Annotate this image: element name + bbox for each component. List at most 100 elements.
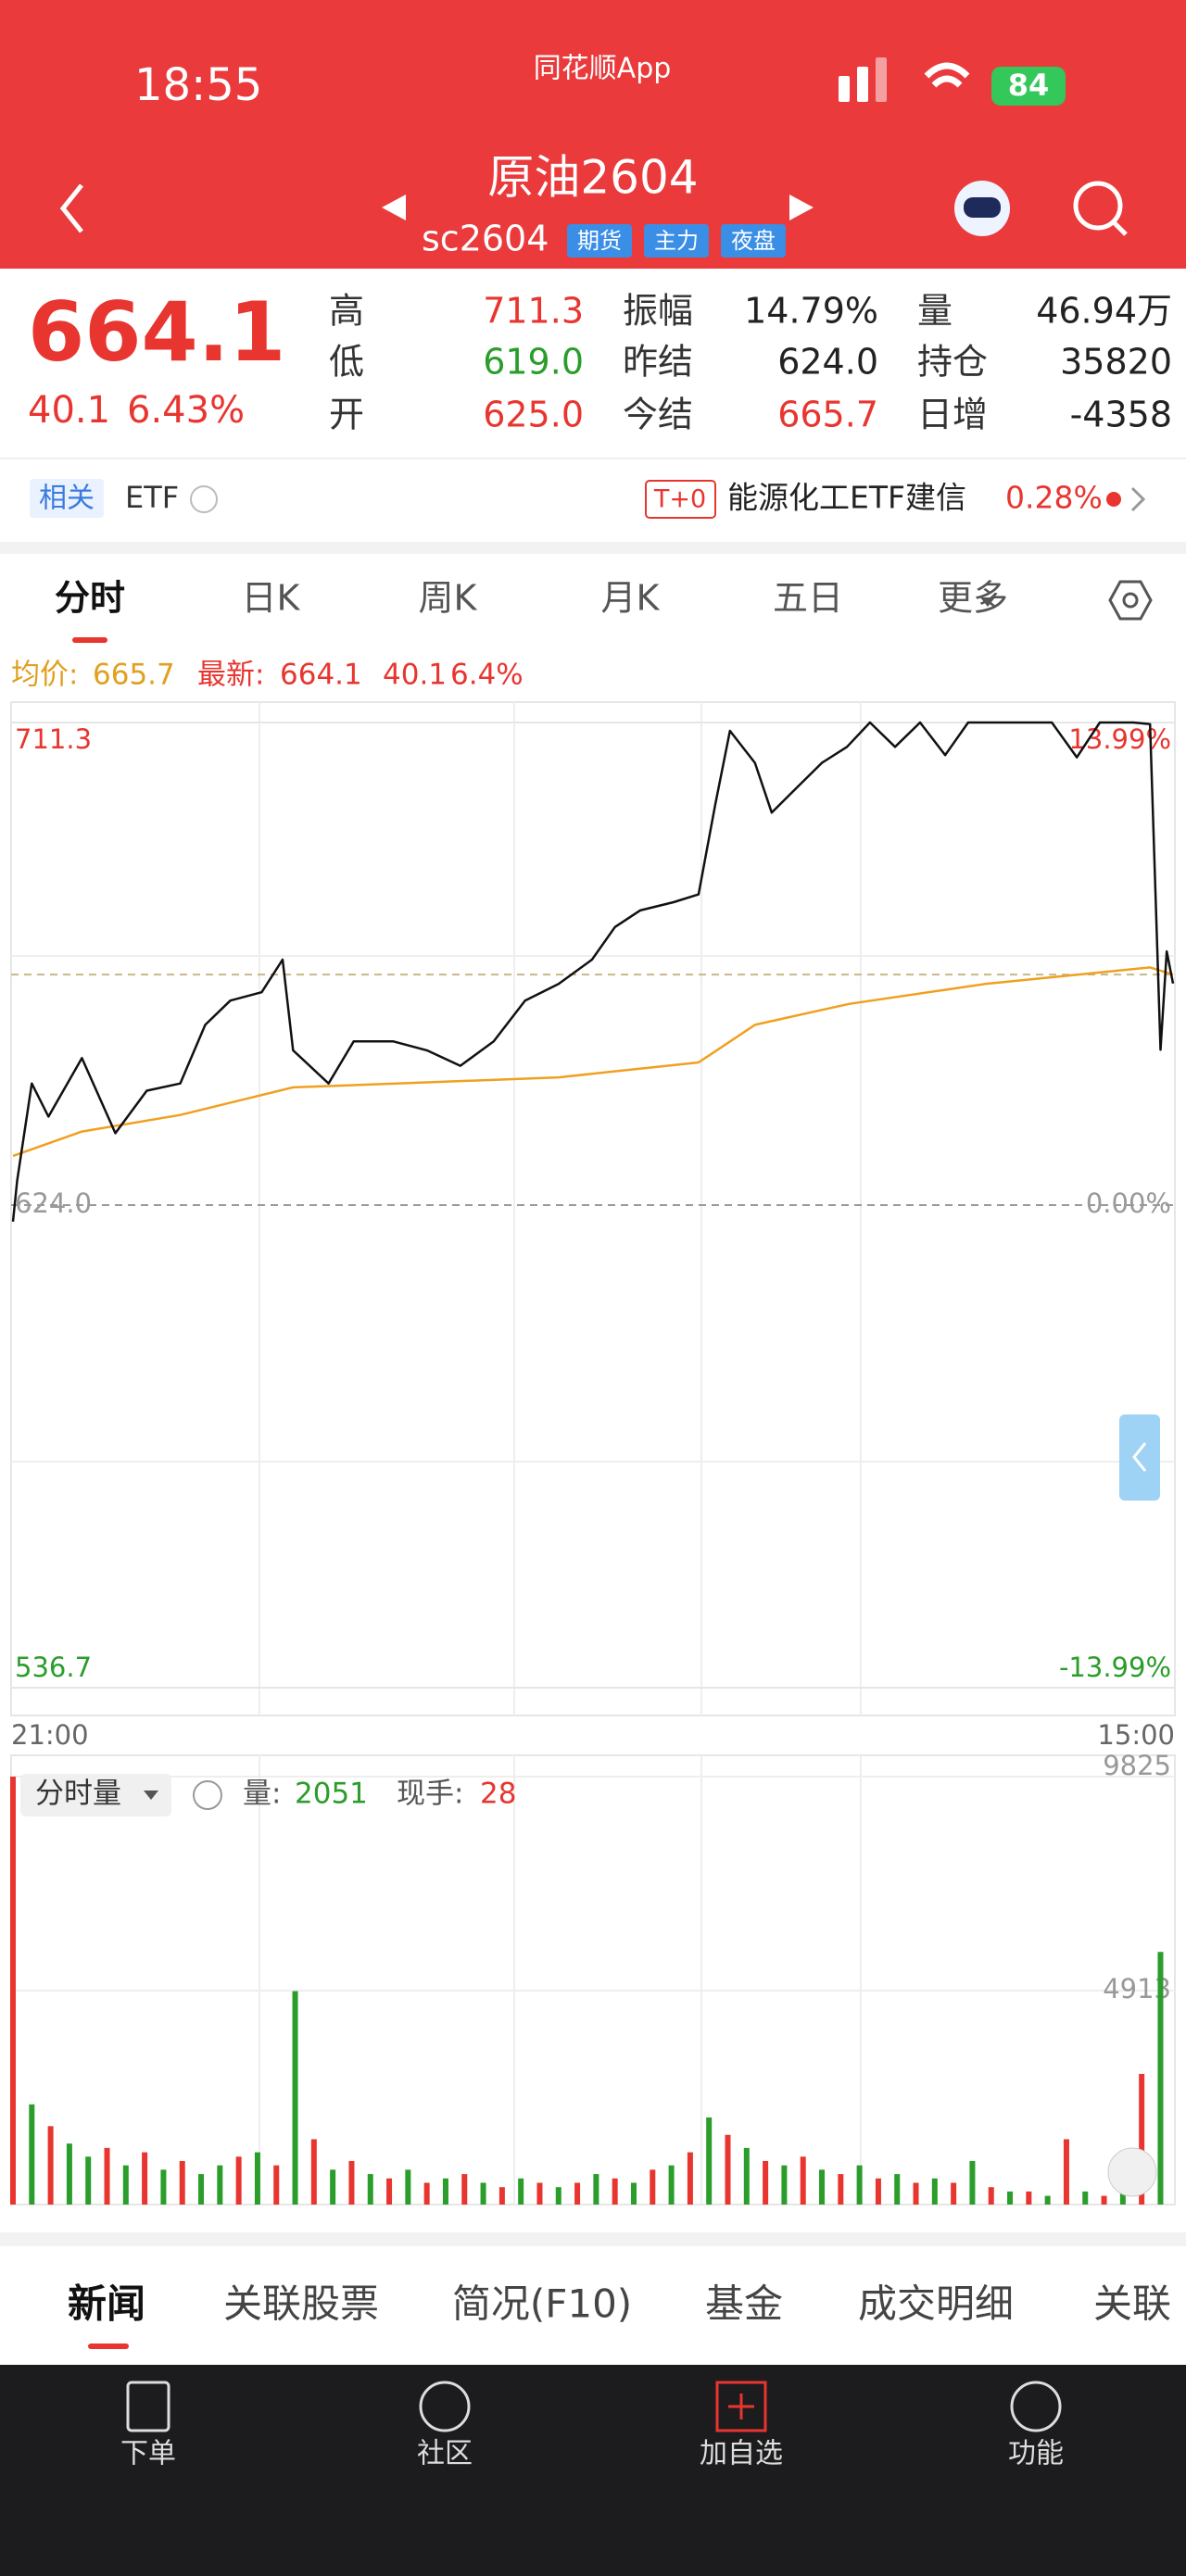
chart-tab[interactable]: 更多 [938, 578, 1008, 619]
volume-label: 量: [243, 1778, 281, 1811]
info-tab[interactable]: 关联股票 [223, 2281, 379, 2327]
info-tabs: 新闻 关联股票 简况(F10) 基金 成交明细 关联 [68, 2281, 1171, 2327]
status-app[interactable]: 同花顺App [534, 53, 672, 85]
field-value: 665.7 [777, 395, 878, 435]
volume-bar [330, 2169, 336, 2205]
volume-bar [856, 2165, 863, 2205]
selector-bg[interactable] [20, 1774, 171, 1816]
volume-bar [179, 2160, 185, 2205]
chart-tab[interactable]: 分时 [55, 578, 125, 619]
last-label: 最新: [197, 659, 264, 692]
y2-tick-label: 0.00% [1086, 1187, 1171, 1219]
avg-label: 均价: [11, 659, 78, 692]
volume-bar [1007, 2191, 1014, 2205]
last-change-pct: 6.4% [450, 659, 524, 692]
badge-bg [721, 224, 786, 258]
volume-bar [555, 2187, 561, 2205]
nav-label[interactable]: 社区 [417, 2438, 473, 2470]
volume-bar [800, 2156, 806, 2205]
settings-button[interactable] [1108, 580, 1153, 621]
chart-tab[interactable]: 月K [601, 578, 661, 619]
nav-icon [126, 2381, 170, 2432]
volume-bar [969, 2160, 976, 2205]
last-price: 664.1 [28, 284, 285, 380]
volume-bar [10, 1777, 16, 2205]
nav-plus [728, 2394, 754, 2419]
field-value: -4358 [1070, 395, 1172, 435]
selector-arrow [144, 1791, 158, 1800]
live-dot [1106, 492, 1121, 507]
layout-grid [11, 702, 1175, 2205]
volume-bar [1082, 2191, 1089, 2205]
volume-selector[interactable]: 分时量 [35, 1778, 121, 1811]
volume-bar [612, 2178, 618, 2205]
volume-bar [85, 2156, 92, 2205]
field-value: 625.0 [483, 395, 584, 435]
etf-label[interactable]: ETF [125, 480, 179, 515]
assistant-face [964, 197, 1001, 218]
related-badge [30, 479, 104, 518]
prev-button[interactable] [382, 195, 406, 220]
chart-tab[interactable]: 日K [242, 578, 301, 619]
volume-bar [668, 2165, 675, 2205]
more-arrow [980, 597, 995, 607]
volume-bar [725, 2134, 731, 2205]
info-tab[interactable]: 新闻 [68, 2281, 145, 2327]
separator [0, 542, 1186, 554]
volume-bar [1026, 2191, 1032, 2205]
volume-bar [1119, 2187, 1126, 2205]
avg-value: 665.7 [93, 659, 175, 692]
badge: 期货 [577, 228, 622, 254]
nav-icon [1010, 2381, 1062, 2432]
separator [0, 2232, 1186, 2246]
volume-bar [593, 2174, 599, 2205]
volume-bar [1157, 1952, 1164, 2205]
info-tab[interactable]: 简况(F10) [452, 2281, 632, 2327]
next-button[interactable] [789, 195, 814, 220]
volume-bar [273, 2165, 280, 2205]
field-value: 619.0 [483, 342, 584, 383]
volume-bar [498, 2187, 505, 2205]
info-tab[interactable]: 基金 [705, 2281, 783, 2327]
tab-indicator [88, 2344, 129, 2349]
volume-bar [894, 2174, 901, 2205]
chart-tab[interactable]: 五日 [773, 578, 843, 619]
fullscreen-button[interactable] [1107, 2147, 1157, 2197]
volume-bar [781, 2165, 788, 2205]
volume-bar [763, 2160, 769, 2205]
y2-tick-label: 13.99% [1068, 723, 1171, 755]
volume-bar [931, 2178, 938, 2205]
info-tab[interactable]: 成交明细 [858, 2281, 1014, 2327]
info-tab[interactable]: 关联 [1093, 2281, 1171, 2327]
chart-tab[interactable]: 周K [419, 578, 478, 619]
volume-bar [1063, 2139, 1069, 2205]
field-label: 昨结 [623, 342, 693, 383]
signal-icon [876, 57, 887, 102]
volume-bar [254, 2152, 260, 2205]
price-line [11, 721, 1175, 1223]
volume-bar [913, 2182, 919, 2205]
volume-bar [386, 2178, 393, 2205]
nav-label[interactable]: 加自选 [700, 2438, 783, 2470]
help-icon[interactable] [190, 485, 218, 513]
volume-bar [47, 2126, 54, 2205]
help-icon[interactable] [193, 1780, 222, 1810]
fund-name[interactable]: 能源化工ETF建信 [727, 480, 966, 516]
field-label: 高 [329, 291, 364, 332]
nav-label[interactable]: 功能 [1008, 2438, 1064, 2470]
back-button[interactable] [59, 183, 83, 233]
title: 原油2604 [487, 151, 698, 205]
search-button[interactable] [1073, 181, 1123, 231]
nav-label[interactable]: 下单 [120, 2438, 176, 2470]
y2-tick-label: -13.99% [1059, 1652, 1171, 1683]
price-frame [10, 701, 1176, 1716]
volume-bar [518, 2178, 524, 2205]
volume-bar [630, 2182, 637, 2205]
side-handle[interactable] [1119, 1414, 1160, 1501]
hand-label: 现手: [397, 1778, 463, 1811]
signal-icon [857, 67, 868, 102]
fund-change: 0.28% [1005, 480, 1103, 516]
volume-bar [405, 2169, 411, 2205]
t0-badge [645, 480, 716, 519]
